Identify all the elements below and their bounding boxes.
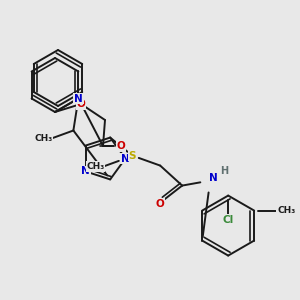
Text: CH₃: CH₃ [34,134,52,143]
Text: N: N [209,172,218,183]
Text: S: S [128,151,136,160]
Text: CH₃: CH₃ [86,162,104,171]
Text: H: H [220,166,228,176]
Text: O: O [156,199,165,208]
Text: N: N [74,94,83,103]
Text: N: N [121,154,130,164]
Text: CH₃: CH₃ [277,206,295,215]
Text: O: O [76,99,85,109]
Text: Cl: Cl [223,214,234,225]
Text: N: N [81,167,90,176]
Text: O: O [117,141,125,151]
